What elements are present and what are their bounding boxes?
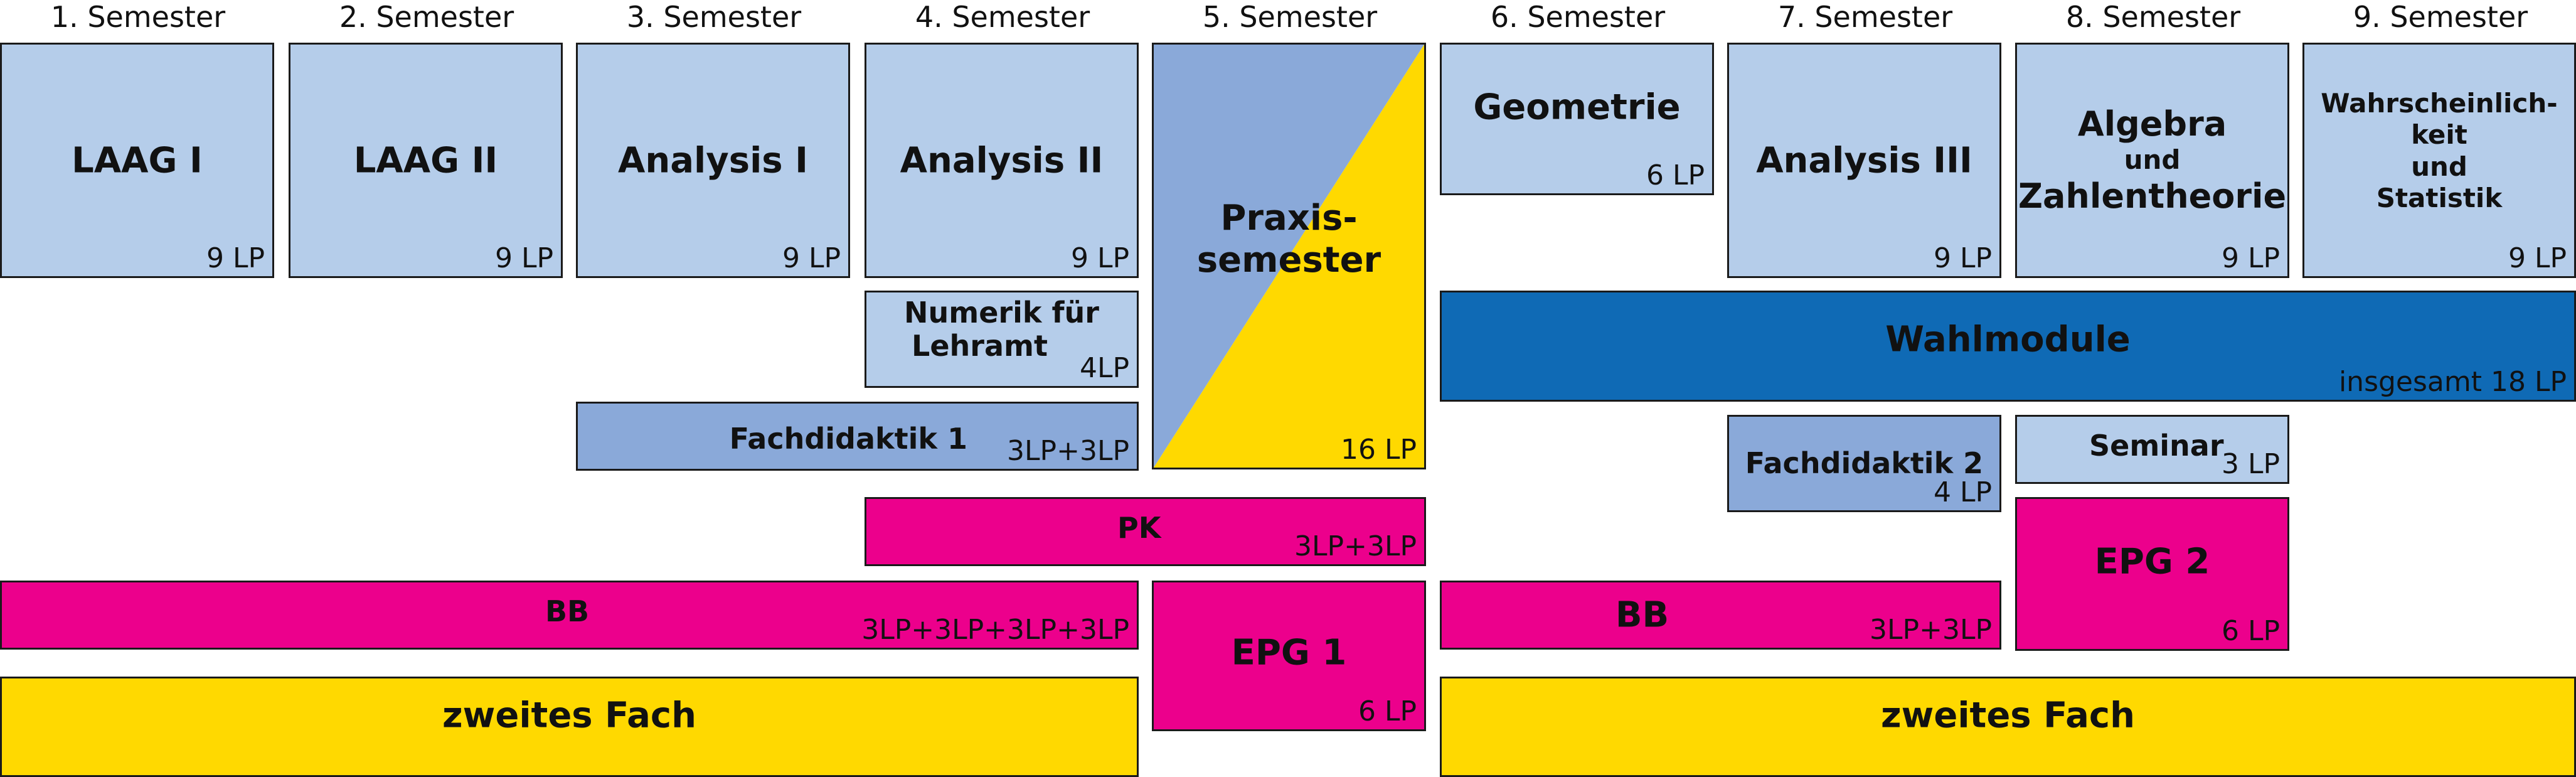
module-credits: 9 LP (2508, 242, 2567, 274)
semester-header-2: 2. Semester (339, 0, 514, 34)
semester-header-9: 9. Semester (2353, 0, 2528, 34)
module-pk: PK 3LP+3LP (865, 497, 1426, 566)
module-zweites-fach-1: zweites Fach (0, 677, 1139, 777)
semester-header-4: 4. Semester (915, 0, 1090, 34)
semester-header-6: 6. Semester (1490, 0, 1666, 34)
module-title: Seminar (2089, 429, 2224, 463)
module-credits: 6 LP (1646, 159, 1705, 191)
module-title: Wahrscheinlich- keit und Statistik (2304, 88, 2574, 215)
module-analysis-3: Analysis III 9 LP (1727, 43, 2001, 278)
module-laag-1: LAAG I 9 LP (0, 43, 274, 278)
semester-header-7: 7. Semester (1777, 0, 1953, 34)
module-title: zweites Fach (1881, 694, 2135, 736)
module-credits: 3 LP (2221, 447, 2280, 480)
module-epg-2: EPG 2 6 LP (2015, 497, 2289, 651)
module-credits: 16 LP (1340, 433, 1417, 466)
module-title: Geometrie (1473, 86, 1681, 127)
module-title: BB (545, 594, 590, 628)
module-title: EPG 1 (1231, 632, 1347, 673)
semester-header-8: 8. Semester (2065, 0, 2241, 34)
module-epg-1: EPG 1 6 LP (1152, 581, 1426, 731)
semester-header-1: 1. Semester (50, 0, 226, 34)
module-zweites-fach-2: zweites Fach (1440, 677, 2576, 777)
module-fachdidaktik-1: Fachdidaktik 1 3LP+3LP (576, 402, 1139, 471)
module-title: zweites Fach (442, 694, 696, 736)
title-line-1: Numerik für (904, 296, 1099, 330)
module-credits: 9 LP (1933, 242, 1992, 274)
module-title: Fachdidaktik 2 (1745, 446, 1984, 480)
title-und: und (2411, 151, 2467, 182)
module-credits: 9 LP (1070, 242, 1129, 274)
module-title: Algebra und Zahlentheorie (2017, 104, 2287, 217)
module-wahrscheinlichkeit: Wahrscheinlich- keit und Statistik 9 LP (2302, 43, 2576, 278)
module-analysis-2: Analysis II 9 LP (865, 43, 1139, 278)
module-credits: 3LP+3LP (1007, 434, 1129, 467)
module-credits: 4LP (1079, 351, 1129, 384)
module-credits: 9 LP (206, 242, 265, 274)
module-seminar: Seminar 3 LP (2015, 415, 2289, 484)
module-credits: 3LP+3LP+3LP+3LP (861, 613, 1129, 646)
module-fachdidaktik-2: Fachdidaktik 2 4 LP (1727, 415, 2001, 512)
title-line-2: Zahlentheorie (2018, 176, 2287, 216)
title-line-1: Wahrscheinlich- (2321, 87, 2558, 119)
module-title: EPG 2 (2094, 541, 2210, 582)
module-analysis-1: Analysis I 9 LP (576, 43, 850, 278)
module-bb-1: BB 3LP+3LP+3LP+3LP (0, 581, 1139, 650)
module-credits: 9 LP (782, 242, 841, 274)
title-line-2: Lehramt (912, 328, 1048, 363)
title-line-2: keit (2411, 119, 2467, 151)
module-title: Analysis II (900, 139, 1104, 181)
module-title: Fachdidaktik 1 (729, 422, 967, 456)
title-line-2: semester (1196, 240, 1381, 281)
module-title: LAAG II (353, 139, 498, 181)
module-credits: 9 LP (494, 242, 553, 274)
diagonal-split (1154, 45, 1424, 468)
semester-header-5: 5. Semester (1202, 0, 1378, 34)
module-title: Analysis I (618, 139, 808, 181)
module-laag-2: LAAG II 9 LP (289, 43, 563, 278)
module-title: BB (1615, 594, 1669, 636)
module-title: Praxis- semester (1154, 197, 1424, 281)
module-credits: 3LP+3LP (1294, 530, 1417, 562)
module-credits: insgesamt 18 LP (2338, 365, 2567, 398)
title-line-1: Praxis- (1220, 197, 1358, 238)
semester-header-3: 3. Semester (626, 0, 802, 34)
module-credits: 4 LP (1933, 476, 1992, 508)
module-credits: 3LP+3LP (1870, 613, 1992, 646)
module-title: Wahlmodule (1885, 319, 2131, 360)
module-wahlmodule: Wahlmodule insgesamt 18 LP (1440, 291, 2576, 402)
module-numerik: Numerik für Lehramt 4LP (865, 291, 1139, 388)
module-credits: 9 LP (2221, 242, 2280, 274)
title-und: und (2124, 144, 2181, 176)
module-credits: 6 LP (1358, 695, 1417, 727)
title-line-1: Algebra (2077, 104, 2227, 144)
module-credits: 6 LP (2221, 614, 2280, 647)
module-praxissemester: Praxis- semester 16 LP (1152, 43, 1426, 469)
module-bb-2: BB 3LP+3LP (1440, 581, 2001, 650)
module-algebra: Algebra und Zahlentheorie 9 LP (2015, 43, 2289, 278)
module-title: PK (1117, 511, 1161, 545)
module-title: Numerik für Lehramt (866, 296, 1137, 363)
module-title: Analysis III (1756, 139, 1972, 181)
module-title: LAAG I (72, 139, 203, 181)
title-line-3: Statistik (2376, 183, 2503, 214)
module-geometrie: Geometrie 6 LP (1440, 43, 1714, 195)
